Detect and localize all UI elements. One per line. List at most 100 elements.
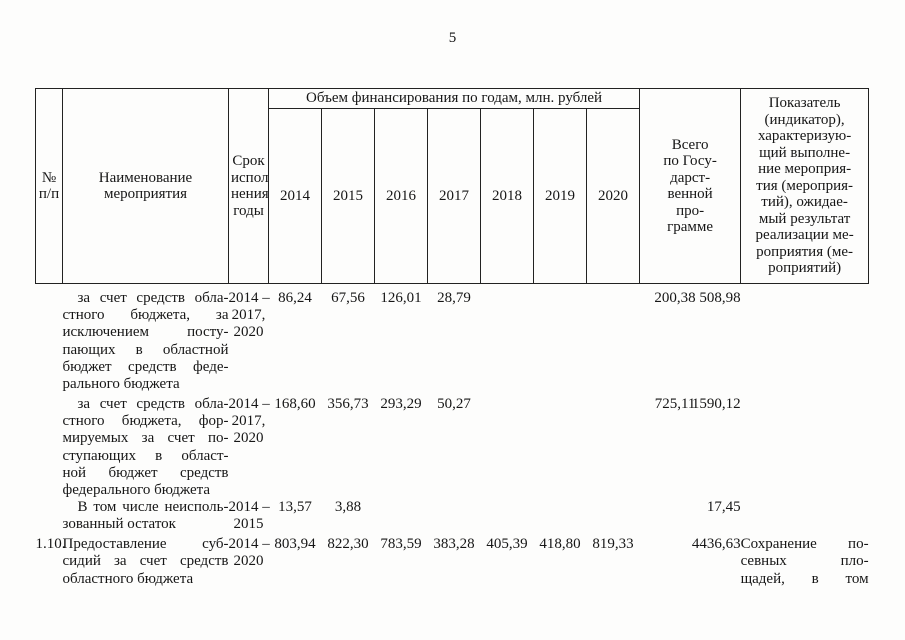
year-header: 2015 — [321, 108, 375, 284]
text-line: федерального бюджета — [62, 482, 211, 499]
text-line: испол- — [231, 169, 269, 186]
row-number-cell — [36, 290, 63, 396]
row-number-cell — [36, 396, 63, 499]
period-cell: 2014 – 2017, 2020 — [228, 396, 270, 499]
text-line: тия (мероприя- — [756, 177, 853, 194]
value-cell-2020 — [587, 499, 640, 536]
text-line: характеризую- — [757, 128, 852, 145]
text-line: нения, — [231, 186, 269, 202]
text-line: зованный остаток — [62, 516, 176, 533]
text-line: мый результат — [758, 210, 851, 227]
text-line: Всего — [671, 136, 709, 153]
text-line: Сохранение по- — [740, 536, 869, 553]
value-cell-2017: 383,28 — [433, 536, 475, 553]
indicator-cell — [741, 396, 869, 499]
text-line: по Госу- — [663, 153, 717, 169]
text-line: 200,38 — [654, 290, 696, 306]
text-line: за счет средств обла- — [77, 290, 229, 306]
period-cell: 2014 – 2017, 2020 — [228, 290, 270, 396]
text-line: мероприятия — [103, 186, 188, 202]
text-line: ние мероприя- — [758, 161, 852, 178]
text-line: грамме — [667, 219, 714, 235]
text-line: щий выполне- — [759, 144, 851, 161]
page-number: 5 — [448, 30, 457, 46]
col-header-number: № п/п — [35, 88, 63, 284]
value-cell-2019: 418,80 — [539, 536, 581, 553]
value-cell-2017 — [428, 499, 481, 536]
activity-name-cell: В том числе неисполь- зованный остаток — [63, 499, 229, 536]
year-header: 2018 — [480, 108, 534, 284]
total-cell: 17,45 — [706, 499, 741, 516]
total-cell: 4436,63 — [691, 536, 741, 553]
text-line: венной — [667, 186, 713, 202]
col-header-total: Всего по Госу- дарст- венной про- грамме — [639, 88, 742, 284]
text-line: стного бюджета, за — [62, 307, 229, 324]
year-header: 2016 — [374, 108, 428, 284]
text-line: пающих в областной — [62, 341, 229, 358]
text-line: стного бюджета, фор- — [62, 413, 229, 430]
text-line: 2015 — [233, 516, 264, 533]
text-line: В том числе неисполь- — [77, 499, 229, 516]
value-cell-2018 — [481, 396, 534, 499]
table-row: за счет средств обла- стного бюджета, фо… — [36, 396, 869, 499]
col-header-indicator: Показатель (индикатор), характеризую- щи… — [740, 88, 870, 284]
text-line: севных пло- — [740, 553, 869, 570]
text-line: 2020 — [233, 324, 264, 341]
row-number-cell — [36, 499, 63, 536]
indicator-cell — [741, 290, 869, 396]
total-cell: 508,98 — [699, 290, 741, 306]
budget-table: № п/п Наименование мероприятия Срок испо… — [35, 88, 870, 636]
text-line: тий), ожидае- — [761, 194, 848, 211]
value-cell-2015: 3,88 — [334, 499, 362, 516]
text-line: годы — [233, 202, 264, 219]
value-cell-2016 — [375, 499, 428, 536]
value-cell-2020: 725,11 — [587, 396, 696, 499]
value-cell-2016: 126,01 — [380, 290, 422, 306]
table-row: 1.10. Предоставление суб- сидий за счет … — [36, 536, 869, 636]
text-line: исключением посту- — [62, 324, 229, 341]
value-cell-2015: 67,56 — [331, 290, 365, 306]
text-line: 2017, — [231, 307, 266, 324]
text-line: областного бюджета — [62, 570, 194, 587]
text-line: п/п — [38, 186, 60, 202]
indicator-cell — [741, 499, 869, 536]
text-line: Наименование — [98, 169, 193, 186]
indicator-cell: Сохранение по- севных пло- щадей, в том — [741, 536, 869, 636]
text-line: 2017, — [231, 413, 266, 430]
total-cell: 1590,12 — [691, 396, 741, 412]
period-cell: 2014 – 2020 — [228, 536, 270, 636]
value-cell-2014: 13,57 — [278, 499, 312, 516]
table-row: В том числе неисполь- зованный остаток 2… — [36, 499, 869, 536]
text-line: (индикатор), — [764, 111, 845, 128]
text-line: дарст- — [670, 169, 711, 186]
year-header: 2017 — [427, 108, 481, 284]
value-cell-2015: 822,30 — [327, 536, 369, 553]
value-cell-2017: 50,27 — [437, 396, 471, 412]
text-line: ступающих в област- — [62, 447, 229, 464]
text-line: бюджет средств феде- — [62, 358, 229, 375]
text-line: рального бюджета — [62, 376, 180, 393]
text-line: щадей, в том — [740, 570, 869, 587]
value-cell-2018 — [481, 290, 534, 396]
text-line: Срок — [232, 153, 265, 169]
text-line: 2014 – — [228, 536, 270, 553]
value-cell-2018 — [481, 499, 534, 536]
value-cell-2016: 293,29 — [380, 396, 422, 412]
text-line: роприятия (ме- — [756, 243, 853, 260]
text-line: ной бюджет средств — [62, 464, 229, 481]
value-cell-2014: 86,24 — [278, 290, 312, 306]
text-line: Показатель — [768, 95, 841, 112]
text-line: реализации ме- — [755, 227, 854, 244]
budget-table-container: № п/п Наименование мероприятия Срок испо… — [35, 88, 870, 636]
text-line: 725,11 — [654, 396, 696, 412]
year-header: 2014 — [268, 108, 322, 284]
text-line: 2014 – — [228, 290, 270, 306]
value-cell-2015: 356,73 — [327, 396, 369, 412]
value-cell-2014: 168,60 — [274, 396, 316, 412]
value-cell-2019 — [534, 499, 587, 536]
text-line: 2014 – — [228, 396, 270, 412]
text-line: Предоставление суб- — [62, 536, 229, 553]
value-cell-2018: 405,39 — [486, 536, 528, 553]
text-line: 2014 – — [228, 499, 270, 516]
